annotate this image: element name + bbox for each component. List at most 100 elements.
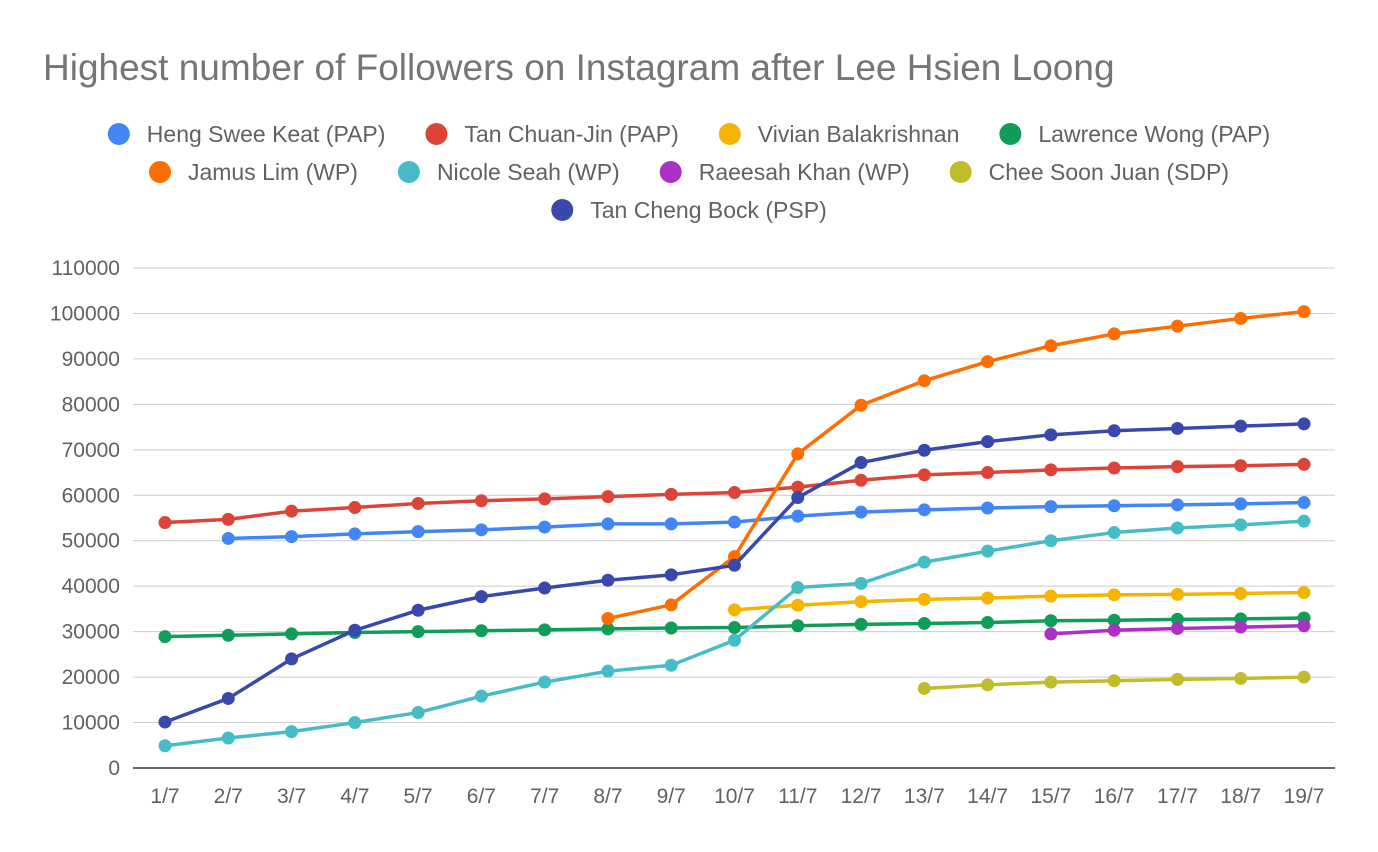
data-point[interactable] xyxy=(791,598,805,612)
data-point[interactable] xyxy=(1044,463,1058,477)
data-point[interactable] xyxy=(981,591,995,605)
data-point[interactable] xyxy=(221,691,235,705)
data-point[interactable] xyxy=(1170,319,1184,333)
data-point[interactable] xyxy=(601,664,615,678)
data-point[interactable] xyxy=(411,706,425,720)
data-point[interactable] xyxy=(538,675,552,689)
data-point[interactable] xyxy=(1234,497,1248,511)
data-point[interactable] xyxy=(601,611,615,625)
data-point[interactable] xyxy=(1107,424,1121,438)
data-point[interactable] xyxy=(854,456,868,470)
legend-item[interactable]: Jamus Lim (WP) xyxy=(148,159,358,185)
legend-item[interactable]: Vivian Balakrishnan xyxy=(718,121,960,147)
data-point[interactable] xyxy=(981,435,995,449)
data-point[interactable] xyxy=(728,515,741,529)
data-point[interactable] xyxy=(1107,674,1121,688)
data-point[interactable] xyxy=(411,496,425,510)
legend-item[interactable]: Tan Chuan-Jin (PAP) xyxy=(425,121,679,147)
data-point[interactable] xyxy=(1297,670,1311,684)
data-point[interactable] xyxy=(1297,457,1311,471)
data-point[interactable] xyxy=(601,517,615,531)
legend-item[interactable]: Raeesah Khan (WP) xyxy=(659,159,910,185)
data-point[interactable] xyxy=(538,581,552,595)
data-point[interactable] xyxy=(664,517,678,531)
data-point[interactable] xyxy=(285,627,299,641)
data-point[interactable] xyxy=(1107,461,1121,475)
data-point[interactable] xyxy=(474,689,488,703)
data-point[interactable] xyxy=(1170,587,1184,601)
data-point[interactable] xyxy=(854,505,868,519)
legend-item[interactable]: Tan Cheng Bock (PSP) xyxy=(551,197,827,223)
data-point[interactable] xyxy=(1107,499,1121,513)
data-point[interactable] xyxy=(221,512,235,526)
data-point[interactable] xyxy=(158,630,172,644)
data-point[interactable] xyxy=(474,523,488,537)
data-point[interactable] xyxy=(981,355,995,369)
data-point[interactable] xyxy=(1170,460,1184,474)
data-point[interactable] xyxy=(1234,671,1248,685)
data-point[interactable] xyxy=(791,480,805,494)
data-point[interactable] xyxy=(1297,496,1311,510)
data-point[interactable] xyxy=(1044,675,1058,689)
data-point[interactable] xyxy=(981,616,995,630)
data-point[interactable] xyxy=(1107,526,1121,540)
data-point[interactable] xyxy=(538,520,552,534)
data-point[interactable] xyxy=(1170,521,1184,535)
data-point[interactable] xyxy=(854,473,868,487)
data-point[interactable] xyxy=(728,633,741,647)
data-point[interactable] xyxy=(474,494,488,508)
data-point[interactable] xyxy=(285,725,299,739)
data-point[interactable] xyxy=(348,716,362,730)
data-point[interactable] xyxy=(1107,327,1121,341)
data-point[interactable] xyxy=(917,555,931,569)
data-point[interactable] xyxy=(1170,421,1184,435)
data-point[interactable] xyxy=(601,573,615,587)
data-point[interactable] xyxy=(1297,619,1311,633)
data-point[interactable] xyxy=(728,603,741,617)
legend-item[interactable]: Chee Soon Juan (SDP) xyxy=(949,159,1229,185)
data-point[interactable] xyxy=(981,466,995,480)
data-point[interactable] xyxy=(1107,613,1121,627)
data-point[interactable] xyxy=(158,516,172,530)
data-point[interactable] xyxy=(1044,589,1058,603)
data-point[interactable] xyxy=(917,592,931,606)
data-point[interactable] xyxy=(917,374,931,388)
data-point[interactable] xyxy=(1297,586,1311,600)
data-point[interactable] xyxy=(1234,518,1248,532)
data-point[interactable] xyxy=(1297,305,1311,319)
data-point[interactable] xyxy=(411,625,425,639)
data-point[interactable] xyxy=(285,652,299,666)
data-point[interactable] xyxy=(1170,498,1184,512)
data-point[interactable] xyxy=(221,731,235,745)
data-point[interactable] xyxy=(348,623,362,637)
data-point[interactable] xyxy=(348,527,362,541)
data-point[interactable] xyxy=(664,487,678,501)
data-point[interactable] xyxy=(917,616,931,630)
data-point[interactable] xyxy=(538,623,552,637)
data-point[interactable] xyxy=(221,628,235,642)
data-point[interactable] xyxy=(1234,586,1248,600)
data-point[interactable] xyxy=(791,447,805,461)
data-point[interactable] xyxy=(728,558,741,572)
data-point[interactable] xyxy=(664,621,678,635)
data-point[interactable] xyxy=(1170,621,1184,635)
data-point[interactable] xyxy=(981,678,995,692)
data-point[interactable] xyxy=(1044,500,1058,514)
data-point[interactable] xyxy=(411,525,425,539)
data-point[interactable] xyxy=(601,490,615,504)
data-point[interactable] xyxy=(1234,419,1248,433)
data-point[interactable] xyxy=(158,715,172,729)
data-point[interactable] xyxy=(1234,311,1248,325)
data-point[interactable] xyxy=(664,568,678,582)
legend-item[interactable]: Heng Swee Keat (PAP) xyxy=(107,121,386,147)
data-point[interactable] xyxy=(728,621,741,635)
data-point[interactable] xyxy=(221,531,235,545)
data-point[interactable] xyxy=(854,576,868,590)
data-point[interactable] xyxy=(1044,428,1058,442)
data-point[interactable] xyxy=(791,491,805,505)
data-point[interactable] xyxy=(791,509,805,523)
data-point[interactable] xyxy=(1107,588,1121,602)
data-point[interactable] xyxy=(1234,620,1248,634)
data-point[interactable] xyxy=(285,530,299,544)
data-point[interactable] xyxy=(917,681,931,695)
